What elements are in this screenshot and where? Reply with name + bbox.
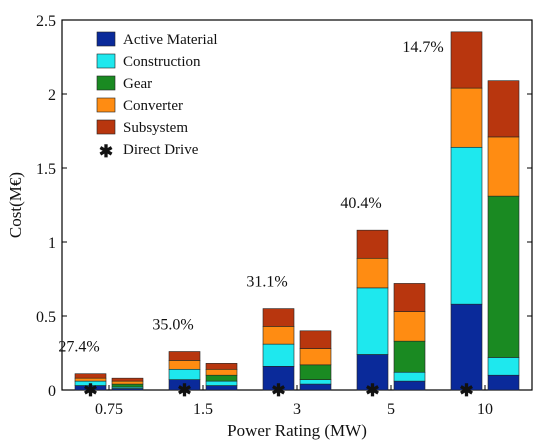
legend-label: Active Material <box>123 32 218 48</box>
bar-segment-direct-drive <box>168 368 201 380</box>
bar-segment-direct-drive <box>262 308 295 327</box>
x-tick-label: 0.75 <box>95 401 123 418</box>
bar-segment-geared <box>205 380 238 386</box>
bar-segment-geared <box>487 195 520 358</box>
y-tick-label: 1 <box>48 235 56 252</box>
y-tick-label: 0.5 <box>36 309 56 326</box>
y-tick-label: 2.5 <box>36 13 56 30</box>
bar-segment-direct-drive <box>168 351 201 361</box>
legend-swatch <box>96 97 116 113</box>
bar-segment-geared <box>393 380 426 391</box>
bar-segment-direct-drive <box>262 343 295 367</box>
x-tick-label: 5 <box>387 401 395 418</box>
bar-segment-direct-drive <box>450 87 483 148</box>
bar-segment-geared <box>299 348 332 366</box>
bar-segment-geared <box>393 340 426 373</box>
legend-marker: ✱ <box>99 142 113 161</box>
x-tick-label: 10 <box>477 401 493 418</box>
x-axis-label: Power Rating (MW) <box>227 421 367 440</box>
bar-segment-geared <box>487 80 520 138</box>
y-axis-label: Cost(M€) <box>6 172 25 238</box>
bar-segment-geared <box>487 357 520 376</box>
legend-label: Gear <box>123 76 152 92</box>
legend: Active Material Construction Gear Converter… <box>96 31 218 161</box>
legend-label: Converter <box>123 98 183 114</box>
bar-segment-geared <box>111 380 144 385</box>
x-tick-label: 1.5 <box>193 401 213 418</box>
percent-annotation: 35.0% <box>152 317 193 334</box>
direct-drive-marker: ✱ <box>83 381 97 400</box>
x-tick-label: 3 <box>293 401 301 418</box>
bar-segment-geared <box>299 364 332 380</box>
bar-segment-geared <box>393 311 426 342</box>
percent-annotation: 27.4% <box>58 339 99 356</box>
y-tick-label: 1.5 <box>36 161 56 178</box>
bar-segment-direct-drive <box>356 354 389 391</box>
direct-drive-marker: ✱ <box>271 381 285 400</box>
bar-segment-geared <box>299 330 332 349</box>
y-axis-ticks: 0 0.5 1 1.5 2 2.5 <box>36 13 532 400</box>
direct-drive-marker: ✱ <box>459 381 473 400</box>
legend-swatch <box>96 75 116 91</box>
annotation-layer: 27.4% 35.0% 31.1% 40.4% 14.7% <box>58 39 443 356</box>
percent-annotation: 14.7% <box>402 39 443 56</box>
bar-segment-direct-drive <box>356 229 389 259</box>
bar-segment-geared <box>299 383 332 391</box>
y-tick-label: 2 <box>48 87 56 104</box>
bar-segment-direct-drive <box>450 303 483 391</box>
legend-label: Direct Drive <box>123 142 199 158</box>
bar-segment-direct-drive <box>356 257 389 289</box>
bar-segment-direct-drive <box>450 146 483 305</box>
bar-segment-geared <box>205 363 238 370</box>
legend-label: Subsystem <box>123 120 188 136</box>
bar-layer: ✱ ✱ ✱ ✱ ✱ <box>74 31 520 400</box>
bar-segment-direct-drive <box>168 360 201 370</box>
direct-drive-marker: ✱ <box>177 381 191 400</box>
legend-swatch <box>96 119 116 135</box>
bar-segment-direct-drive <box>356 287 389 355</box>
bar-segment-direct-drive <box>262 326 295 345</box>
direct-drive-marker: ✱ <box>365 381 379 400</box>
bar-segment-geared <box>393 371 426 382</box>
x-axis-ticks: 0.75 1.5 3 5 10 <box>95 385 493 418</box>
bar-segment-geared <box>393 283 426 312</box>
bar-segment-geared <box>111 377 144 382</box>
percent-annotation: 31.1% <box>246 274 287 291</box>
bar-segment-geared <box>487 374 520 391</box>
percent-annotation: 40.4% <box>340 195 381 212</box>
bar-segment-geared <box>205 374 238 382</box>
bar-segment-geared <box>111 383 144 388</box>
bar-segment-geared <box>487 136 520 197</box>
bar-segment-geared <box>205 385 238 391</box>
bar-segment-geared <box>205 368 238 376</box>
legend-swatch <box>96 53 116 69</box>
legend-label: Construction <box>123 54 201 70</box>
bar-segment-direct-drive <box>450 31 483 89</box>
y-tick-label: 0 <box>48 383 56 400</box>
legend-swatch <box>96 31 116 47</box>
bar-segment-direct-drive <box>74 373 107 379</box>
bar-segment-geared <box>299 379 332 385</box>
